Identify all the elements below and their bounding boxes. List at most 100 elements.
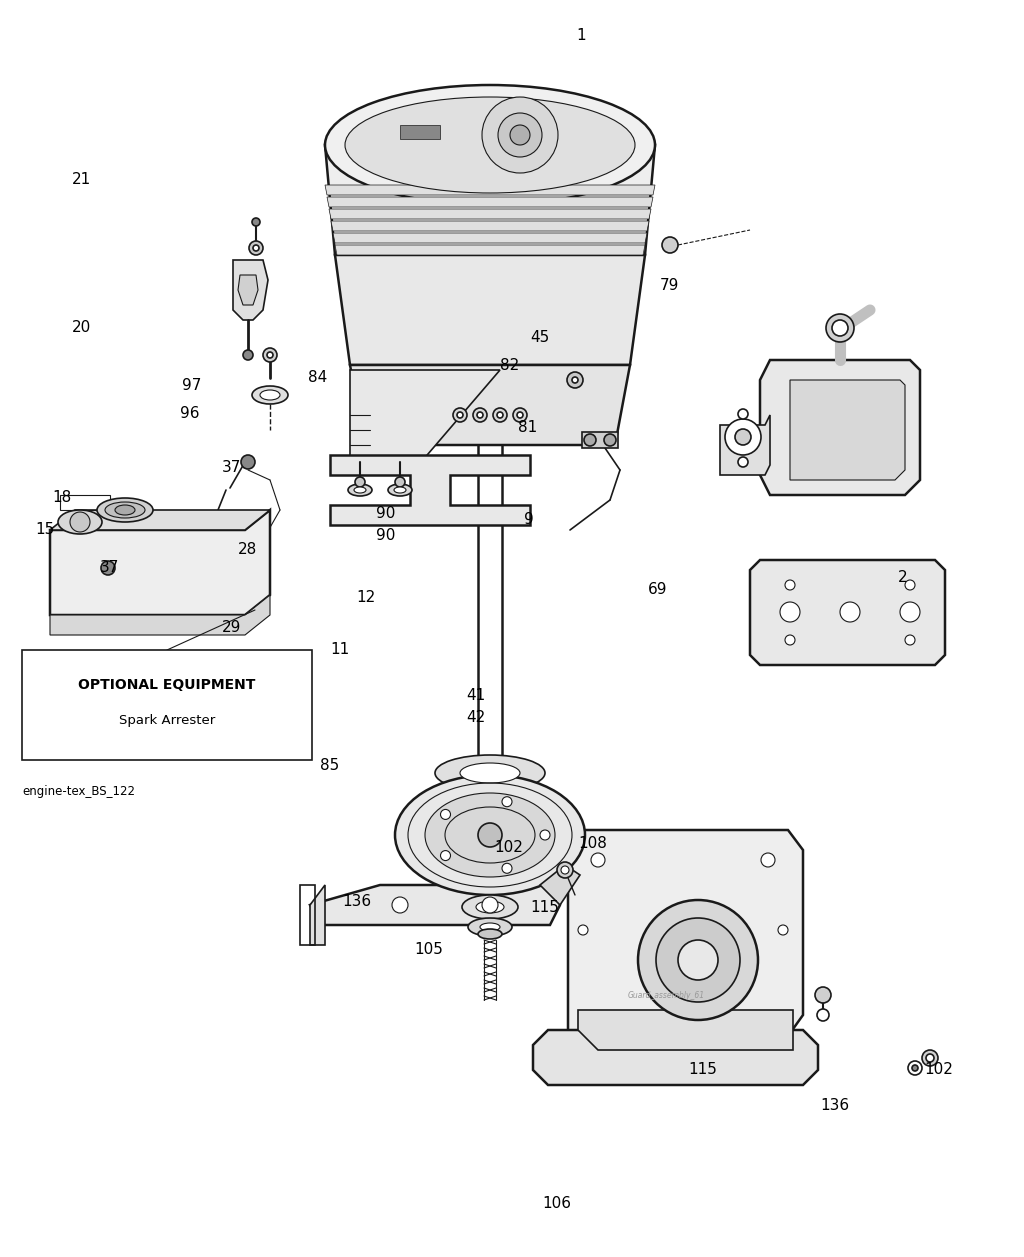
Text: 105: 105 (414, 941, 442, 957)
Circle shape (395, 476, 406, 486)
Text: 15: 15 (35, 522, 54, 537)
Circle shape (502, 864, 512, 874)
Polygon shape (50, 510, 270, 530)
Polygon shape (325, 185, 655, 195)
Text: 102: 102 (494, 840, 523, 855)
Text: 84: 84 (308, 370, 328, 385)
Circle shape (453, 409, 467, 422)
Circle shape (567, 372, 583, 388)
Circle shape (477, 412, 483, 419)
Ellipse shape (468, 918, 512, 936)
Polygon shape (760, 360, 920, 495)
Circle shape (249, 241, 263, 255)
Text: 97: 97 (182, 378, 202, 393)
Text: 69: 69 (648, 582, 668, 597)
Circle shape (591, 854, 605, 867)
Polygon shape (327, 197, 653, 207)
Circle shape (517, 412, 523, 419)
Circle shape (662, 238, 678, 253)
Circle shape (561, 866, 569, 874)
Circle shape (70, 512, 90, 532)
Circle shape (578, 925, 588, 935)
Circle shape (735, 429, 751, 445)
Circle shape (908, 1061, 922, 1075)
Circle shape (497, 412, 503, 419)
Circle shape (513, 409, 527, 422)
Circle shape (840, 602, 860, 622)
Circle shape (457, 412, 463, 419)
Polygon shape (350, 370, 500, 475)
Polygon shape (325, 145, 655, 255)
Text: 2: 2 (898, 569, 907, 585)
Text: 1: 1 (575, 28, 586, 43)
Circle shape (263, 348, 278, 362)
Text: 28: 28 (238, 542, 257, 557)
Text: 79: 79 (660, 278, 679, 293)
Polygon shape (335, 245, 645, 255)
Circle shape (498, 113, 542, 157)
Circle shape (502, 797, 512, 807)
Polygon shape (50, 595, 270, 635)
Circle shape (831, 321, 848, 336)
Text: 18: 18 (52, 490, 72, 505)
Polygon shape (331, 221, 649, 231)
Polygon shape (582, 432, 618, 447)
Polygon shape (350, 365, 630, 445)
Text: engine-tex_BS_122: engine-tex_BS_122 (22, 786, 135, 798)
Text: 11: 11 (330, 642, 349, 657)
Text: 106: 106 (542, 1195, 571, 1210)
Circle shape (900, 602, 920, 622)
Circle shape (785, 635, 795, 645)
Circle shape (241, 455, 255, 469)
Circle shape (482, 897, 498, 913)
Polygon shape (335, 255, 645, 365)
Text: 136: 136 (342, 894, 371, 909)
Text: 20: 20 (72, 321, 91, 336)
Circle shape (815, 987, 831, 1003)
Polygon shape (540, 865, 580, 905)
Polygon shape (310, 885, 325, 945)
Circle shape (440, 851, 451, 861)
Text: 81: 81 (518, 420, 538, 435)
Polygon shape (534, 1029, 818, 1085)
Polygon shape (50, 510, 270, 615)
Text: 37: 37 (222, 460, 242, 475)
Text: 29: 29 (222, 620, 242, 635)
Circle shape (656, 918, 740, 1002)
Circle shape (905, 579, 915, 590)
Text: 90: 90 (376, 528, 395, 543)
Circle shape (922, 1050, 938, 1066)
Text: Guard_assembly_61: Guard_assembly_61 (628, 991, 706, 999)
Text: 9: 9 (524, 512, 534, 527)
Text: 85: 85 (321, 758, 339, 773)
Text: 136: 136 (820, 1099, 849, 1112)
Circle shape (440, 810, 451, 820)
Text: 90: 90 (376, 507, 395, 520)
Ellipse shape (348, 484, 372, 497)
Text: 82: 82 (500, 358, 519, 373)
Circle shape (912, 1065, 918, 1071)
Ellipse shape (460, 763, 520, 783)
Ellipse shape (435, 755, 545, 791)
Ellipse shape (345, 97, 635, 194)
Text: 96: 96 (180, 406, 200, 421)
Circle shape (785, 579, 795, 590)
Circle shape (473, 409, 487, 422)
Circle shape (638, 900, 758, 1019)
Ellipse shape (58, 510, 102, 534)
Text: 37: 37 (100, 561, 120, 574)
Circle shape (482, 97, 558, 173)
Ellipse shape (115, 505, 135, 515)
Circle shape (738, 458, 748, 468)
Text: Spark Arrester: Spark Arrester (119, 714, 215, 727)
Polygon shape (333, 233, 647, 243)
Circle shape (905, 635, 915, 645)
Circle shape (101, 561, 115, 574)
Polygon shape (578, 1011, 793, 1050)
Circle shape (604, 434, 616, 446)
Text: 102: 102 (924, 1062, 953, 1077)
Circle shape (584, 434, 596, 446)
Circle shape (253, 245, 259, 251)
Text: 21: 21 (72, 172, 91, 187)
Ellipse shape (462, 895, 518, 919)
